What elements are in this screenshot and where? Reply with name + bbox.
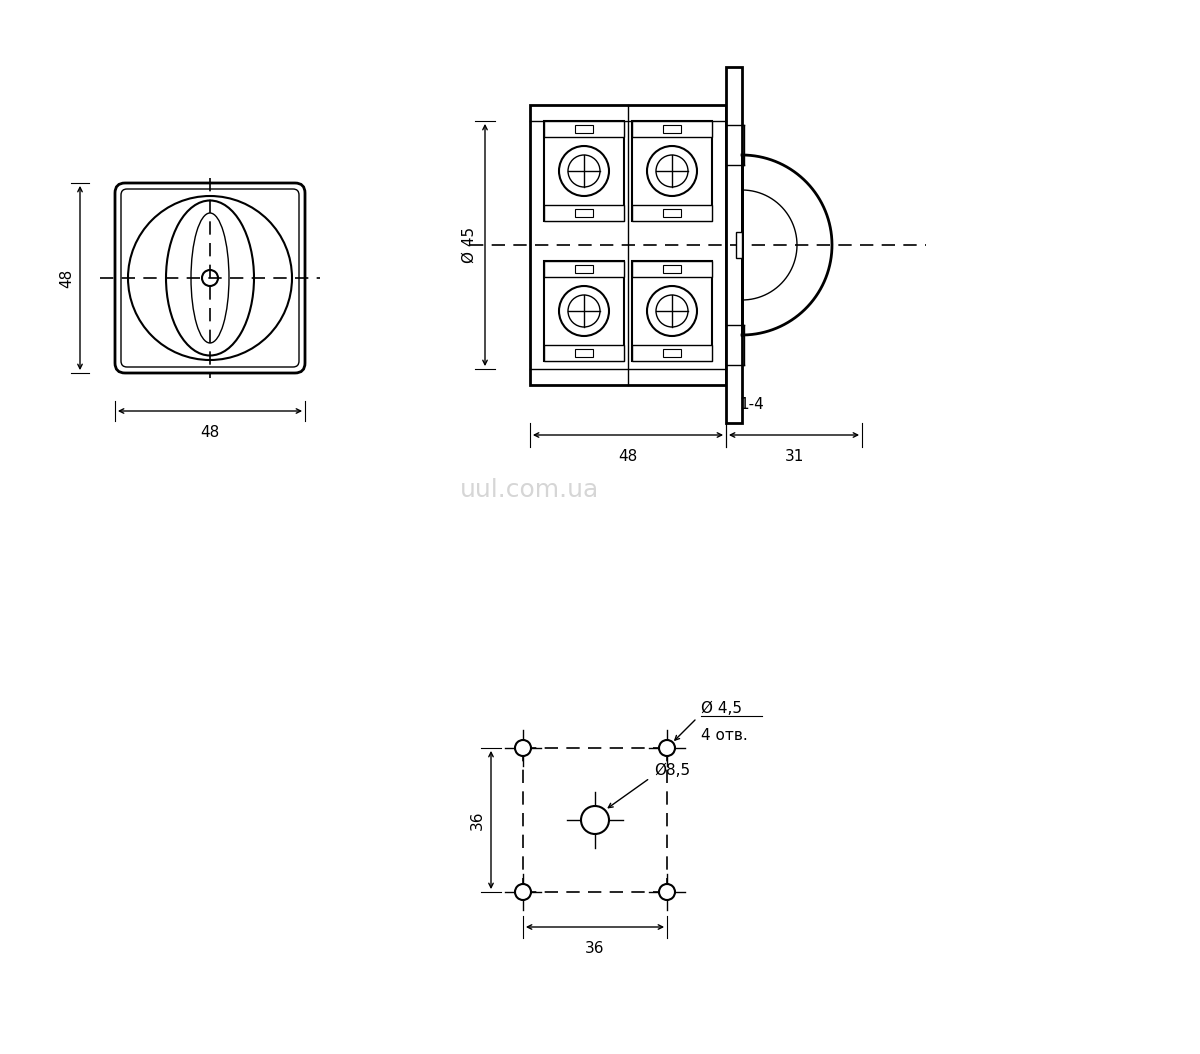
Text: uul.com.ua: uul.com.ua — [461, 479, 600, 502]
Bar — [632, 121, 712, 221]
Text: Ø8,5: Ø8,5 — [654, 763, 690, 778]
Circle shape — [656, 155, 688, 187]
FancyBboxPatch shape — [115, 183, 305, 373]
Bar — [632, 261, 712, 277]
Bar — [632, 204, 712, 221]
Bar — [544, 204, 624, 221]
Bar — [575, 265, 593, 273]
Circle shape — [559, 286, 610, 336]
Bar — [575, 349, 593, 357]
FancyBboxPatch shape — [121, 189, 299, 367]
Text: 48: 48 — [618, 449, 637, 464]
Bar — [544, 261, 624, 277]
Bar — [544, 345, 624, 362]
Circle shape — [559, 147, 610, 196]
Circle shape — [581, 806, 610, 834]
Circle shape — [656, 295, 688, 327]
Bar — [662, 209, 682, 217]
Circle shape — [659, 884, 674, 900]
Text: 48: 48 — [59, 269, 74, 288]
Text: 4 отв.: 4 отв. — [701, 728, 748, 743]
Circle shape — [568, 295, 600, 327]
Text: 31: 31 — [785, 449, 804, 464]
Circle shape — [515, 884, 530, 900]
Bar — [544, 121, 624, 221]
Text: Ø 45: Ø 45 — [462, 227, 478, 264]
Bar — [632, 121, 712, 137]
Bar — [662, 125, 682, 133]
Circle shape — [202, 270, 218, 286]
Ellipse shape — [166, 200, 254, 355]
Text: Ø 4,5: Ø 4,5 — [701, 701, 742, 716]
Bar — [632, 345, 712, 362]
Text: 1-4: 1-4 — [739, 397, 763, 412]
Circle shape — [568, 155, 600, 187]
Text: 36: 36 — [470, 811, 485, 829]
Bar — [575, 209, 593, 217]
Circle shape — [128, 196, 292, 360]
Bar — [530, 105, 726, 385]
Bar — [544, 121, 624, 137]
Bar — [575, 125, 593, 133]
Circle shape — [647, 147, 697, 196]
Ellipse shape — [191, 213, 229, 343]
Text: 36: 36 — [586, 941, 605, 956]
Bar — [736, 232, 742, 258]
Circle shape — [515, 740, 530, 756]
Bar — [662, 265, 682, 273]
Bar — [662, 349, 682, 357]
Text: 48: 48 — [200, 425, 220, 440]
Circle shape — [659, 740, 674, 756]
Bar — [544, 261, 624, 362]
Circle shape — [647, 286, 697, 336]
Bar — [632, 261, 712, 362]
Bar — [726, 67, 742, 423]
